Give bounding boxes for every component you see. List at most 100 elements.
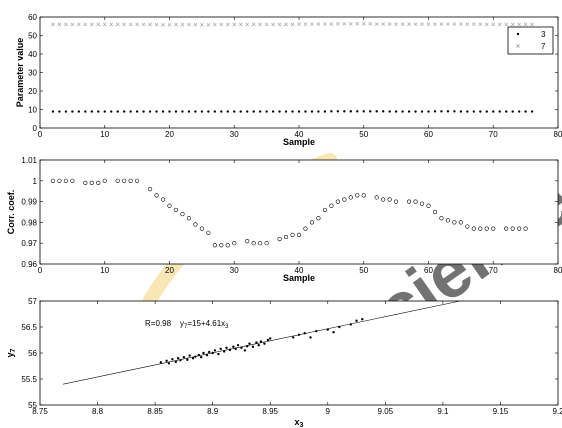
data-point xyxy=(361,318,364,321)
data-point xyxy=(296,232,302,237)
annotation-equation: y7=15+4.61x3 xyxy=(180,319,229,330)
data-point xyxy=(252,110,255,113)
data-point xyxy=(255,341,258,344)
data-point xyxy=(497,22,502,27)
data-point xyxy=(310,110,314,113)
y-tick-label: 1.01 xyxy=(21,156,37,165)
y-tick-label: 40 xyxy=(28,50,37,59)
plot-area xyxy=(39,300,559,406)
data-point xyxy=(171,358,174,361)
data-point xyxy=(433,22,437,27)
data-point xyxy=(64,22,68,27)
data-point xyxy=(110,110,113,113)
data-point xyxy=(251,22,256,27)
data-point xyxy=(485,110,488,113)
data-point xyxy=(246,110,249,113)
data-point xyxy=(356,110,359,113)
x-axis: 0 10 20 30 40 50 60 70 80 xyxy=(38,160,562,275)
y-tick-label: 0 xyxy=(33,124,38,133)
data-point xyxy=(58,110,61,113)
data-point xyxy=(323,22,327,26)
y-tick-label: 57 xyxy=(28,297,37,306)
data-point xyxy=(71,110,74,113)
data-point xyxy=(213,110,217,113)
data-point xyxy=(394,110,398,113)
data-point xyxy=(348,22,353,26)
data-point xyxy=(206,230,211,235)
data-point xyxy=(96,22,101,27)
data-point xyxy=(168,110,171,113)
y-tick-label: 1 xyxy=(33,177,38,186)
data-point xyxy=(479,110,482,113)
eq-y: y xyxy=(180,319,184,328)
y-tick-label: 0.98 xyxy=(21,218,37,227)
data-point xyxy=(517,226,522,231)
x-axis-label-sub: 3 xyxy=(300,422,304,428)
data-point xyxy=(323,110,327,113)
x-tick-label: 10 xyxy=(100,266,109,275)
data-point xyxy=(297,110,301,113)
x-tick-label: 10 xyxy=(100,130,109,139)
data-point xyxy=(90,110,94,113)
data-point xyxy=(141,22,146,27)
data-point xyxy=(316,22,321,26)
x-tick-label: 70 xyxy=(489,130,498,139)
data-point xyxy=(213,349,217,352)
data-point xyxy=(167,22,172,27)
data-point xyxy=(292,336,295,339)
data-point xyxy=(148,110,152,113)
data-point xyxy=(220,110,223,113)
data-point xyxy=(228,348,232,352)
data-point xyxy=(329,203,334,208)
data-point xyxy=(233,110,236,113)
data-point xyxy=(115,178,120,183)
data-point xyxy=(401,110,404,113)
data-point xyxy=(257,344,260,347)
data-point xyxy=(303,22,308,27)
series-corr-coef xyxy=(50,178,528,248)
data-point xyxy=(349,110,352,113)
data-point xyxy=(70,22,75,27)
data-point xyxy=(258,110,262,113)
data-point xyxy=(387,22,392,26)
data-point xyxy=(361,22,366,26)
data-point xyxy=(420,110,424,113)
data-point xyxy=(317,110,320,113)
data-point xyxy=(504,22,509,27)
data-point xyxy=(478,226,483,231)
data-point xyxy=(211,351,214,355)
data-point xyxy=(304,110,307,113)
data-point xyxy=(240,346,243,349)
y-tick-label: 56 xyxy=(28,349,37,358)
data-point xyxy=(284,110,288,113)
data-point xyxy=(407,22,411,27)
x-axis-label: Sample xyxy=(283,273,315,283)
annotation-r-value: R=0.98 xyxy=(145,319,172,328)
data-point xyxy=(510,22,515,27)
data-point xyxy=(200,22,204,27)
data-point xyxy=(50,178,56,183)
x-tick-label: 30 xyxy=(230,130,239,139)
x-tick-label: 8.75 xyxy=(32,407,48,416)
y-tick-label: 0.96 xyxy=(21,260,37,269)
data-point xyxy=(193,22,198,27)
data-point xyxy=(129,110,132,113)
data-point xyxy=(368,22,373,26)
data-point xyxy=(505,110,508,113)
data-point xyxy=(335,199,340,204)
data-point xyxy=(174,360,178,364)
data-point xyxy=(200,110,204,113)
data-point xyxy=(459,110,463,113)
x-tick-label: 8.9 xyxy=(207,407,219,416)
y-axis: 0 10 20 30 40 50 60 xyxy=(28,13,558,133)
eq-x-sub: 3 xyxy=(225,324,229,330)
data-point xyxy=(524,110,527,113)
legend-marker-3 xyxy=(516,32,520,36)
data-point xyxy=(426,203,431,208)
data-point xyxy=(102,178,107,183)
data-point xyxy=(128,178,133,183)
data-point xyxy=(336,22,340,26)
data-point xyxy=(310,22,314,26)
y-tick-label: 55 xyxy=(28,401,37,410)
data-point xyxy=(290,22,295,27)
